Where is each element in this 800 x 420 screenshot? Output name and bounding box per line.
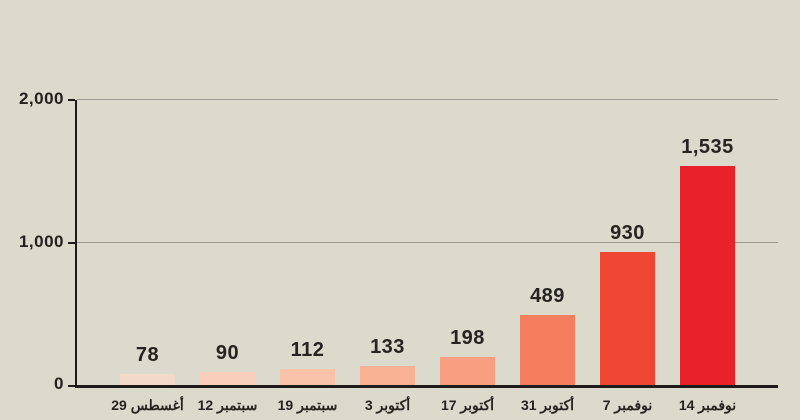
bar bbox=[440, 357, 495, 385]
x-axis-label: 12 سبتمبر bbox=[197, 397, 258, 413]
bar-value-label: 198 bbox=[450, 327, 485, 349]
bar-group: 112 19 سبتمبر bbox=[278, 100, 338, 413]
x-axis-label: 14 نوفمبر bbox=[678, 397, 737, 413]
plot-area: 78 29 أغسطس 90 12 سبتمبر 112 19 سبتمبر 1… bbox=[68, 99, 778, 413]
bar-group: 930 7 نوفمبر bbox=[600, 100, 655, 413]
bar bbox=[120, 374, 175, 385]
y-axis-tick-mark bbox=[68, 385, 75, 387]
gridline-1000 bbox=[77, 242, 778, 243]
y-axis-tick-mark bbox=[68, 242, 75, 244]
bar-series: 78 29 أغسطس 90 12 سبتمبر 112 19 سبتمبر 1… bbox=[77, 100, 778, 413]
bar-value-label: 930 bbox=[610, 222, 645, 244]
bar-group: 90 12 سبتمبر bbox=[198, 100, 258, 413]
bar bbox=[360, 366, 415, 385]
bar-group: 133 3 أكتوبر bbox=[360, 100, 415, 413]
bar-group: 78 29 أغسطس bbox=[111, 100, 184, 413]
bar bbox=[600, 252, 655, 385]
bar-value-label: 133 bbox=[370, 336, 405, 358]
x-axis-label: 7 نوفمبر bbox=[602, 397, 653, 413]
y-axis-tick-mark bbox=[68, 99, 75, 101]
bar bbox=[520, 315, 575, 385]
x-axis-label: 29 أغسطس bbox=[111, 397, 184, 413]
gridline-2000 bbox=[77, 99, 778, 100]
bar-value-label: 90 bbox=[215, 342, 240, 364]
x-axis-label: 31 أكتوبر bbox=[520, 397, 575, 413]
bar-group: 489 31 أكتوبر bbox=[520, 100, 575, 413]
bar-group: 198 17 أكتوبر bbox=[440, 100, 495, 413]
bar-value-label: 78 bbox=[135, 344, 160, 366]
bar-value-label: 489 bbox=[530, 285, 565, 307]
bar bbox=[680, 166, 735, 385]
y-axis-tick-label-0: 0 bbox=[54, 374, 64, 393]
bar-group: 1,535 14 نوفمبر bbox=[679, 100, 736, 413]
x-axis-label: 3 أكتوبر bbox=[364, 397, 411, 413]
x-axis-label: 17 أكتوبر bbox=[440, 397, 495, 413]
bar-value-label: 1,535 bbox=[681, 136, 734, 158]
bar bbox=[280, 369, 335, 385]
y-axis-tick-label-1000: 1,000 bbox=[18, 232, 64, 251]
y-axis-tick-label-2000: 2,000 bbox=[18, 89, 64, 108]
bar bbox=[200, 372, 255, 385]
x-axis-label: 19 سبتمبر bbox=[277, 397, 338, 413]
bar-value-label: 112 bbox=[290, 339, 325, 361]
